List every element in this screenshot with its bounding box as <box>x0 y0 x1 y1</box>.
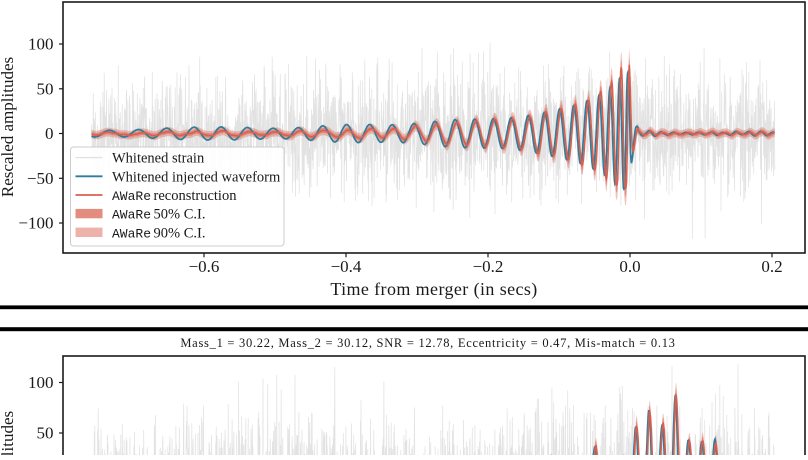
svg-text:100: 100 <box>28 373 54 392</box>
svg-text:AWaRe: AWaRe <box>112 208 151 223</box>
svg-text:Whitened injected waveform: Whitened injected waveform <box>112 169 281 185</box>
svg-text:0.2: 0.2 <box>761 257 782 276</box>
svg-text:−50: −50 <box>27 169 54 188</box>
svg-text:0: 0 <box>45 124 54 143</box>
svg-text:50: 50 <box>37 79 54 98</box>
svg-text:Rescaled amplitudes: Rescaled amplitudes <box>0 57 17 197</box>
svg-text:Mass_1 = 30.22, Mass_2 = 30.12: Mass_1 = 30.22, Mass_2 = 30.12, SNR = 12… <box>180 336 675 350</box>
svg-text:50% C.I.: 50% C.I. <box>154 207 206 223</box>
svg-text:0.0: 0.0 <box>619 257 640 276</box>
svg-text:50: 50 <box>37 424 54 443</box>
svg-text:100: 100 <box>28 35 54 54</box>
svg-text:−0.4: −0.4 <box>331 257 362 276</box>
svg-text:90% C.I.: 90% C.I. <box>154 225 206 241</box>
svg-text:Rescaled amplitudes: Rescaled amplitudes <box>0 411 17 455</box>
svg-text:−0.6: −0.6 <box>189 257 220 276</box>
svg-text:reconstruction: reconstruction <box>154 188 238 204</box>
svg-text:−100: −100 <box>18 214 53 233</box>
svg-text:Whitened strain: Whitened strain <box>112 151 205 167</box>
svg-text:−0.2: −0.2 <box>473 257 504 276</box>
svg-text:AWaRe: AWaRe <box>112 226 151 241</box>
svg-text:AWaRe: AWaRe <box>112 189 151 204</box>
svg-text:Time from merger (in secs): Time from merger (in secs) <box>330 279 537 300</box>
